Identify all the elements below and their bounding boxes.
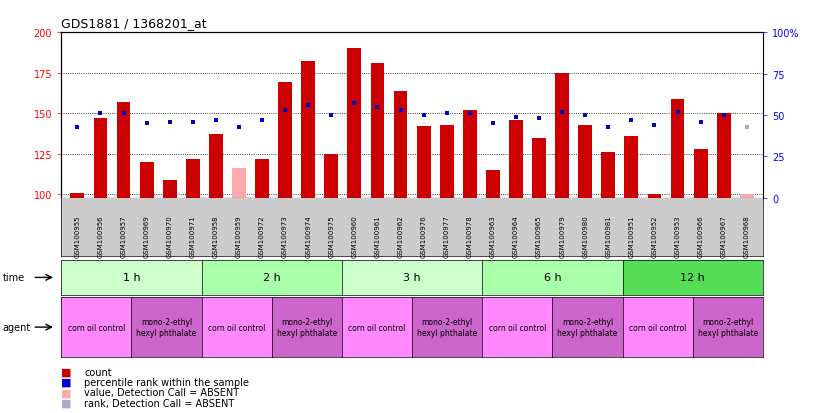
Text: 1 h: 1 h xyxy=(122,273,140,283)
Text: time: time xyxy=(2,273,24,283)
Text: percentile rank within the sample: percentile rank within the sample xyxy=(84,377,249,387)
Bar xyxy=(671,100,685,198)
Text: mono-2-ethyl
hexyl phthalate: mono-2-ethyl hexyl phthalate xyxy=(277,318,337,337)
Bar xyxy=(740,195,754,198)
Bar xyxy=(348,49,361,198)
Bar xyxy=(301,62,315,198)
Bar xyxy=(532,138,546,198)
Text: mono-2-ethyl
hexyl phthalate: mono-2-ethyl hexyl phthalate xyxy=(698,318,758,337)
Bar xyxy=(94,119,108,198)
Text: 6 h: 6 h xyxy=(543,273,561,283)
Text: corn oil control: corn oil control xyxy=(629,323,686,332)
Bar xyxy=(486,171,499,198)
Bar xyxy=(324,154,338,198)
Text: ■: ■ xyxy=(61,377,72,387)
Text: 12 h: 12 h xyxy=(681,273,705,283)
Bar xyxy=(694,150,707,198)
Bar xyxy=(601,153,615,198)
Text: corn oil control: corn oil control xyxy=(348,323,406,332)
Bar xyxy=(186,159,200,198)
Bar xyxy=(255,159,269,198)
Text: mono-2-ethyl
hexyl phthalate: mono-2-ethyl hexyl phthalate xyxy=(557,318,618,337)
Bar xyxy=(440,126,454,198)
Text: ■: ■ xyxy=(61,367,72,377)
Text: ■: ■ xyxy=(61,387,72,397)
Text: mono-2-ethyl
hexyl phthalate: mono-2-ethyl hexyl phthalate xyxy=(136,318,197,337)
Text: value, Detection Call = ABSENT: value, Detection Call = ABSENT xyxy=(84,387,239,397)
Bar xyxy=(716,114,730,198)
Bar xyxy=(579,126,592,198)
Bar xyxy=(209,135,223,198)
Text: corn oil control: corn oil control xyxy=(208,323,265,332)
Bar xyxy=(463,111,477,198)
Bar xyxy=(117,103,131,198)
Text: 3 h: 3 h xyxy=(403,273,421,283)
Bar xyxy=(417,127,431,198)
Text: ■: ■ xyxy=(61,398,72,408)
Bar xyxy=(509,121,523,198)
Bar xyxy=(162,180,176,198)
Text: corn oil control: corn oil control xyxy=(68,323,125,332)
Bar xyxy=(140,163,153,198)
Bar xyxy=(370,64,384,198)
Text: agent: agent xyxy=(2,322,31,332)
Bar xyxy=(70,193,84,198)
Bar xyxy=(393,91,407,198)
Text: count: count xyxy=(84,367,112,377)
Bar xyxy=(648,195,662,198)
Text: rank, Detection Call = ABSENT: rank, Detection Call = ABSENT xyxy=(84,398,234,408)
Bar xyxy=(232,169,246,198)
Text: 2 h: 2 h xyxy=(263,273,281,283)
Bar xyxy=(278,83,292,198)
Bar xyxy=(624,137,638,198)
Text: corn oil control: corn oil control xyxy=(489,323,546,332)
Text: mono-2-ethyl
hexyl phthalate: mono-2-ethyl hexyl phthalate xyxy=(417,318,477,337)
Bar xyxy=(555,74,569,198)
Text: GDS1881 / 1368201_at: GDS1881 / 1368201_at xyxy=(61,17,206,29)
